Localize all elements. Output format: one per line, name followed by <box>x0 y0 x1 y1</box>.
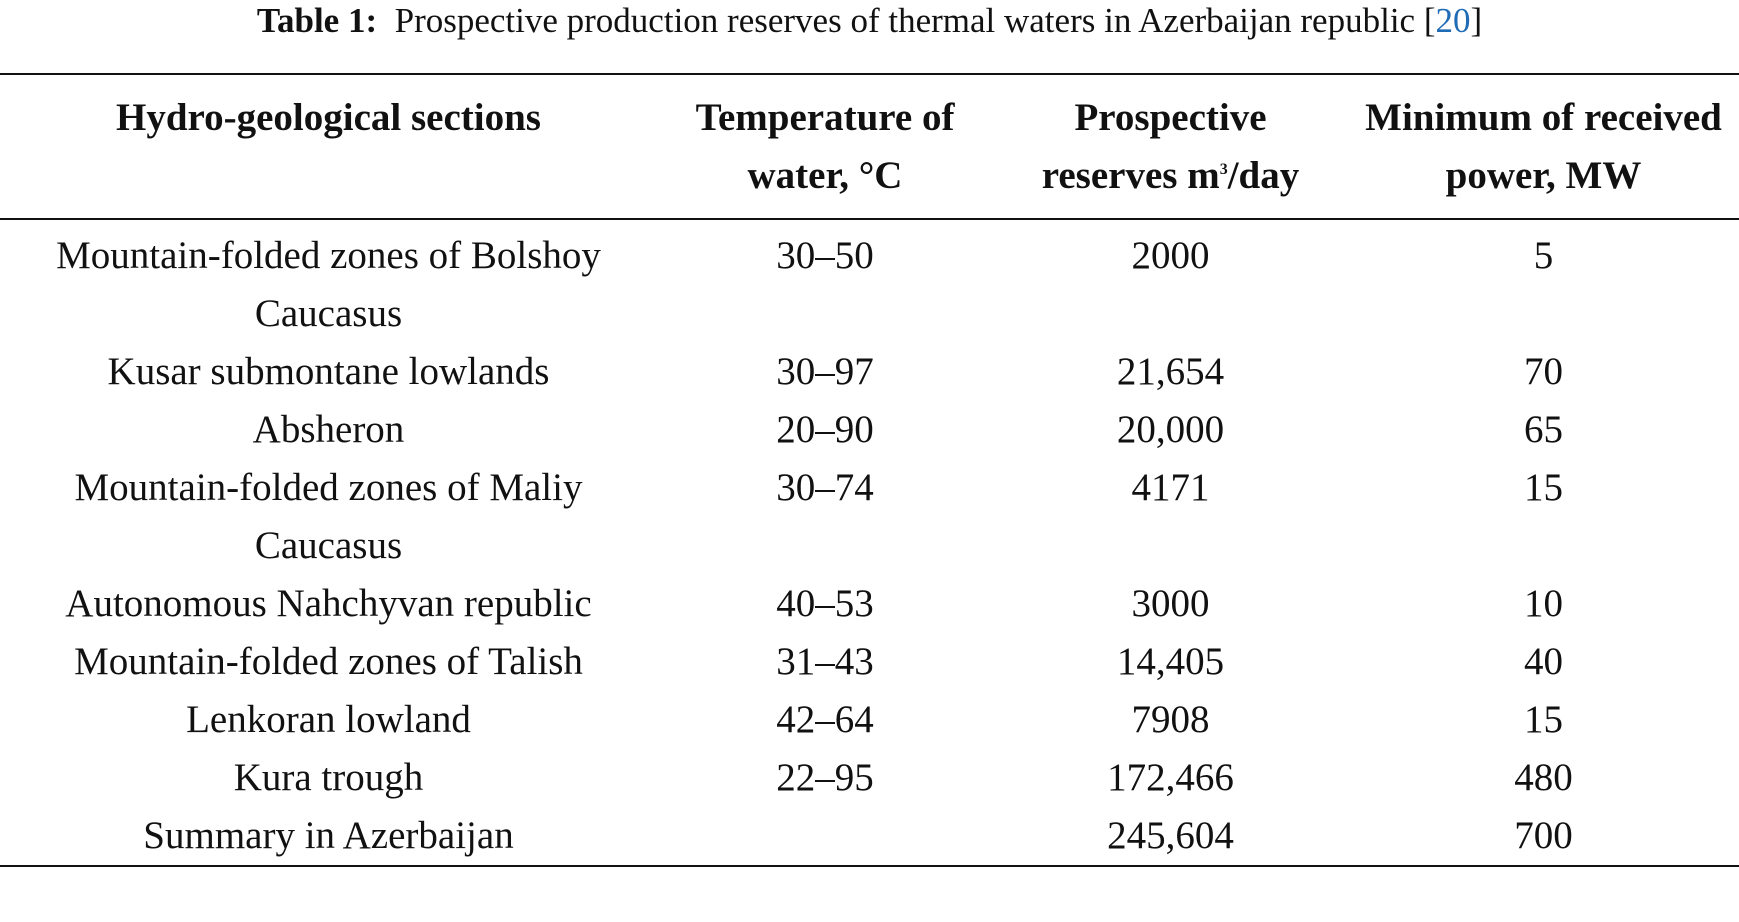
header-reserves-text: Prospective reserves m <box>1041 96 1267 197</box>
cell-reserves: 2000 <box>1131 234 1210 277</box>
citation-link[interactable]: 20 <box>1435 1 1471 40</box>
table-row: Mountain-folded zones of Talish 31–43 14… <box>0 633 1739 691</box>
cell-section: Kura trough <box>233 756 424 799</box>
cell-reserves: 245,604 <box>1107 814 1234 857</box>
cell-reserves: 21,654 <box>1116 350 1225 393</box>
table-row: Absheron 20–90 20,000 65 <box>0 401 1739 459</box>
header-reserves-unit: /day <box>1227 154 1300 197</box>
cell-temperature: 31–43 <box>776 640 874 683</box>
cell-reserves: 3000 <box>1131 582 1210 625</box>
cell-temperature: 42–64 <box>776 698 874 741</box>
cell-power: 65 <box>1524 408 1563 451</box>
header-reserves-superscript: 3 <box>1219 161 1228 178</box>
cell-section: Kusar submontane lowlands <box>107 350 550 393</box>
cell-power: 15 <box>1524 698 1563 741</box>
cell-power: 15 <box>1524 466 1563 509</box>
table-row: Mountain-folded zones of Bolshoy Caucasu… <box>0 219 1739 343</box>
header-section: Hydro-geological sections <box>116 96 541 139</box>
table-row: Mountain-folded zones of Maliy Caucasus … <box>0 459 1739 575</box>
cell-temperature <box>657 807 993 866</box>
cell-reserves: 4171 <box>1131 466 1210 509</box>
cell-temperature: 40–53 <box>776 582 874 625</box>
table-row: Kura trough 22–95 172,466 480 <box>0 749 1739 807</box>
header-temperature: Temperature of water, °C <box>695 96 955 197</box>
caption-close: ] <box>1470 1 1483 40</box>
cell-power: 5 <box>1533 234 1554 277</box>
cell-reserves: 20,000 <box>1116 408 1225 451</box>
cell-section: Summary in Azerbaijan <box>143 814 514 857</box>
cell-temperature: 30–97 <box>776 350 874 393</box>
cell-power: 480 <box>1514 756 1573 799</box>
caption-text: Prospective production reserves of therm… <box>394 1 1436 40</box>
header-row: Hydro-geological sections Temperature of… <box>0 74 1739 219</box>
table-caption: Table 1: Prospective production reserves… <box>0 0 1739 50</box>
cell-reserves: 172,466 <box>1107 756 1234 799</box>
cell-power: 10 <box>1524 582 1563 625</box>
cell-temperature: 22–95 <box>776 756 874 799</box>
cell-power: 70 <box>1524 350 1563 393</box>
cell-section: Mountain-folded zones of Maliy Caucasus <box>74 466 583 567</box>
header-reserves: Prospective reserves m3/day <box>993 74 1348 219</box>
cell-reserves: 14,405 <box>1116 640 1225 683</box>
cell-power: 700 <box>1514 814 1573 857</box>
cell-section: Mountain-folded zones of Bolshoy Caucasu… <box>56 234 601 335</box>
cell-temperature: 30–50 <box>776 234 874 277</box>
summary-row: Summary in Azerbaijan 245,604 700 <box>0 807 1739 866</box>
cell-section: Lenkoran lowland <box>186 698 471 741</box>
table-row: Autonomous Nahchyvan republic 40–53 3000… <box>0 575 1739 633</box>
cell-power: 40 <box>1524 640 1563 683</box>
cell-temperature: 20–90 <box>776 408 874 451</box>
table-row: Kusar submontane lowlands 30–97 21,654 7… <box>0 343 1739 401</box>
caption-label: Table 1: <box>256 1 378 40</box>
cell-section: Mountain-folded zones of Talish <box>74 640 583 683</box>
thermal-waters-table: Hydro-geological sections Temperature of… <box>0 73 1739 867</box>
cell-section: Absheron <box>252 408 405 451</box>
cell-reserves: 7908 <box>1131 698 1210 741</box>
table-row: Lenkoran lowland 42–64 7908 15 <box>0 691 1739 749</box>
cell-section: Autonomous Nahchyvan republic <box>65 582 592 625</box>
cell-temperature: 30–74 <box>776 466 874 509</box>
header-power: Minimum of received power, MW <box>1365 96 1722 197</box>
